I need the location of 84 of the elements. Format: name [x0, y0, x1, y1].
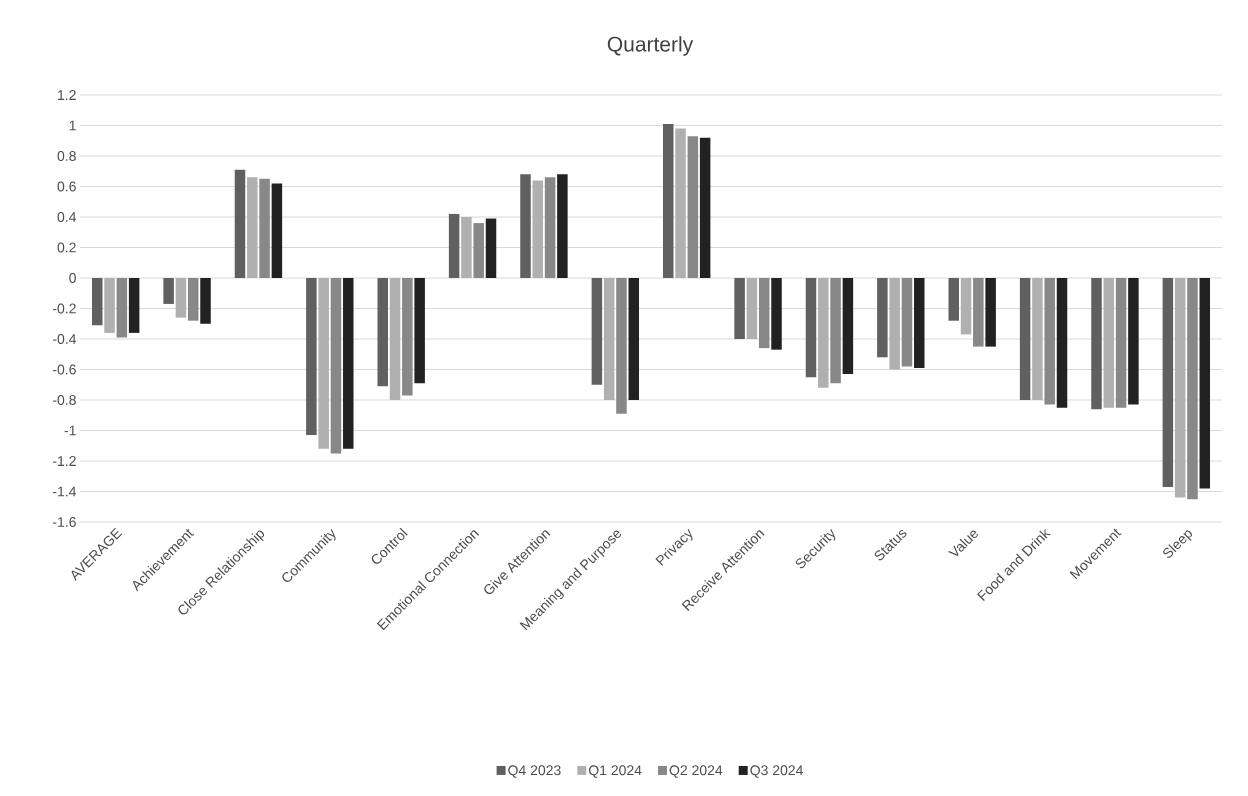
bar: [128, 278, 140, 333]
y-tick-label: 0.6: [57, 181, 76, 192]
bar: [805, 278, 817, 378]
bar: [1115, 278, 1127, 408]
bar: [1174, 278, 1186, 498]
bar: [544, 177, 556, 278]
bar: [91, 278, 103, 326]
bar: [948, 278, 959, 321]
bar: [247, 177, 258, 278]
bar: [389, 278, 401, 400]
y-tick-label: 1: [69, 120, 76, 131]
bar: [520, 174, 531, 278]
bar: [116, 278, 128, 338]
chart-title: Quarterly: [607, 36, 694, 56]
bar: [343, 278, 354, 449]
bar: [699, 137, 711, 278]
y-tick-label: -0.4: [52, 334, 77, 344]
bar: [877, 278, 888, 358]
y-tick-label: 0.2: [57, 242, 76, 253]
bar: [914, 278, 925, 368]
bar: [402, 278, 413, 396]
bar: [104, 278, 115, 333]
bar: [973, 278, 984, 347]
bar: [591, 278, 603, 385]
bar: [557, 174, 568, 278]
y-tick-label: 0: [69, 273, 76, 283]
bar: [1019, 278, 1031, 400]
bar: [758, 278, 770, 349]
bar: [330, 278, 342, 454]
bar: [889, 278, 900, 370]
bar: [414, 278, 425, 384]
bar: [1103, 278, 1115, 408]
bar: [473, 223, 484, 278]
y-tick-label: 0.4: [57, 212, 77, 222]
bar: [616, 278, 627, 414]
bar: [1056, 278, 1068, 408]
bar: [628, 278, 640, 400]
bar: [985, 278, 996, 347]
y-tick-label: -0.2: [52, 303, 76, 314]
bar: [662, 123, 674, 278]
bar: [1091, 278, 1102, 410]
bar: [271, 183, 283, 278]
bar: [603, 278, 615, 400]
y-tick-label: -1.6: [52, 517, 76, 527]
bar: [448, 213, 460, 278]
bar: [163, 278, 174, 304]
bar: [175, 278, 187, 318]
y-tick-label: 0.8: [57, 151, 76, 161]
bar: [485, 218, 497, 278]
y-tick-label: -1.4: [52, 486, 77, 497]
y-tick-label: -0.6: [52, 364, 76, 375]
y-tick-label: 1.2: [58, 90, 76, 100]
bar: [259, 178, 270, 278]
bar: [200, 278, 211, 324]
bar: [771, 278, 782, 350]
bar: [306, 278, 317, 436]
bar: [1199, 278, 1211, 489]
bar: [687, 136, 699, 278]
bar: [377, 278, 388, 387]
bar: [1032, 278, 1043, 400]
legend-label: Q3 2024: [750, 765, 803, 778]
legend-label: Q2 2024: [669, 765, 723, 778]
bar: [675, 128, 686, 278]
legend-label: Q1 2024: [588, 765, 642, 778]
bar: [960, 278, 972, 335]
bar: [901, 278, 913, 367]
legend-label: Q4 2023: [508, 765, 561, 778]
bar: [746, 278, 758, 339]
bar: [187, 278, 199, 321]
bar: [461, 217, 472, 278]
y-tick-label: -0.8: [52, 395, 76, 405]
bar: [532, 180, 544, 278]
bar: [1187, 278, 1198, 500]
bar: [1044, 278, 1055, 405]
bar: [830, 278, 841, 384]
bar: [1162, 278, 1174, 487]
bar: [734, 278, 745, 339]
y-tick-label: -1.2: [52, 456, 76, 466]
y-tick-label: -1: [64, 425, 76, 436]
bar: [318, 278, 329, 449]
bar: [234, 169, 246, 278]
bar: [818, 278, 829, 388]
bar: [1128, 278, 1139, 405]
bar: [842, 278, 854, 375]
